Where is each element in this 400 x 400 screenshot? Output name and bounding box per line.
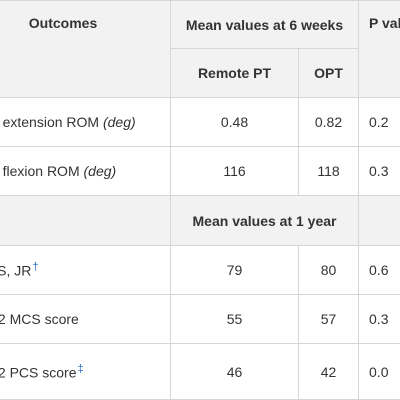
outcome-name: VR-12 PCS score	[0, 364, 77, 381]
p-value: 0.2	[358, 97, 400, 147]
outcome-label: KOOS, JR†	[0, 245, 171, 295]
remote-pt-header: Remote PT	[170, 48, 299, 98]
footnote-marker[interactable]: ‡	[77, 362, 84, 375]
remote-pt-value: 79	[170, 245, 299, 295]
opt-value: 80	[297, 245, 360, 295]
p-value: 0.0	[358, 343, 400, 400]
p-value: 0.3	[358, 294, 400, 344]
mean-6-weeks-header: Mean values at 6 weeks	[169, 0, 360, 49]
outcomes-header: Outcomes	[0, 0, 171, 98]
remote-pt-value: 46	[170, 343, 299, 400]
subheader-empty-cell	[358, 195, 400, 246]
table-row: Knee extension ROM (deg) 0.48 0.82 0.2	[0, 97, 400, 147]
table-header-row: Outcomes Mean values at 6 weeks P value	[0, 0, 400, 98]
outcome-unit: (deg)	[83, 163, 117, 179]
opt-value: 0.82	[297, 97, 360, 147]
one-year-subheader-row: Mean values at 1 year	[0, 195, 400, 246]
remote-pt-value: 116	[170, 146, 299, 196]
opt-value: 118	[297, 146, 360, 196]
p-value-header: P value	[358, 0, 400, 98]
outcome-label: VR-12 MCS score	[0, 294, 171, 344]
p-value: 0.3	[358, 146, 400, 196]
mean-1-year-header: Mean values at 1 year	[169, 195, 360, 246]
table-row: VR-12 MCS score 55 57 0.3	[0, 294, 400, 344]
table-subheader-row: Remote PT OPT	[0, 48, 400, 98]
p-value: 0.6	[358, 245, 400, 295]
outcome-name: VR-12 MCS score	[0, 311, 79, 327]
subheader-empty-cell	[0, 195, 171, 246]
outcome-name: Knee extension ROM	[0, 114, 100, 130]
table-row: KOOS, JR† 79 80 0.6	[0, 245, 400, 295]
opt-header: OPT	[297, 48, 360, 98]
outcome-label: VR-12 PCS score‡	[0, 343, 171, 400]
remote-pt-value: 0.48	[170, 97, 299, 147]
table-row: VR-12 PCS score‡ 46 42 0.0	[0, 343, 400, 400]
opt-value: 57	[297, 294, 360, 344]
outcome-label: Knee flexion ROM (deg)	[0, 146, 171, 196]
outcome-name: Knee flexion ROM	[0, 163, 80, 179]
table-row: Knee flexion ROM (deg) 116 118 0.3	[0, 146, 400, 196]
outcome-label: Knee extension ROM (deg)	[0, 97, 171, 147]
footnote-marker[interactable]: †	[32, 261, 39, 274]
outcome-name: KOOS, JR	[0, 262, 32, 279]
remote-pt-value: 55	[170, 294, 299, 344]
outcome-unit: (deg)	[102, 114, 136, 130]
opt-value: 42	[297, 343, 360, 400]
